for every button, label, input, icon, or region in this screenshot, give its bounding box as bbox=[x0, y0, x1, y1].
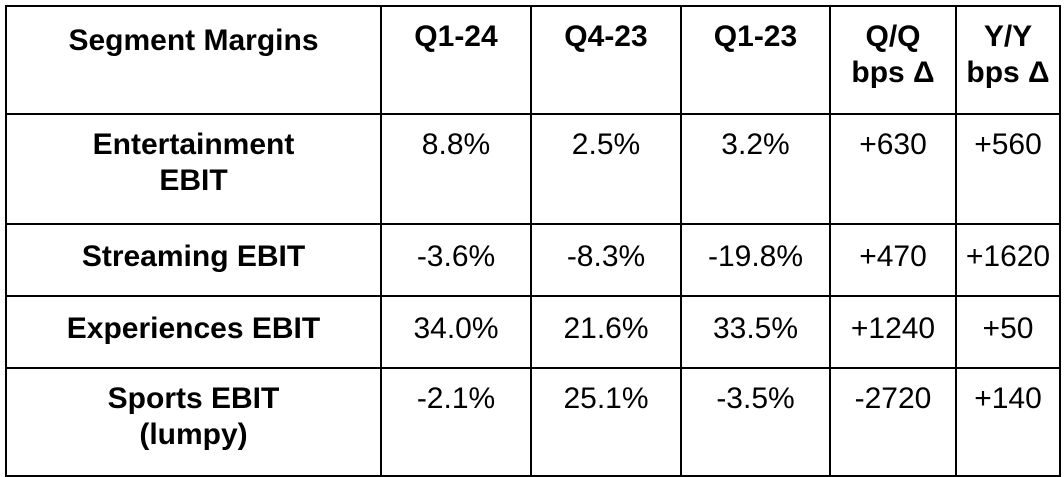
table-cell: -2720 bbox=[829, 367, 957, 477]
table-cell: +560 bbox=[955, 113, 1061, 225]
header-row: Segment Margins Q1-24 Q4-23 Q1-23 Q/Q bp… bbox=[5, 5, 1061, 115]
header-cell-q1-24: Q1-24 bbox=[380, 5, 532, 115]
table-row: Entertainment EBIT 8.8% 2.5% 3.2% +630 +… bbox=[5, 113, 1061, 225]
table-cell: 34.0% bbox=[380, 295, 532, 369]
segment-margins-table: Segment Margins Q1-24 Q4-23 Q1-23 Q/Q bp… bbox=[5, 5, 1061, 477]
table-cell: +1240 bbox=[829, 295, 957, 369]
header-cell-yy-bps: Y/Y bps Δ bbox=[955, 5, 1061, 115]
table-cell: 8.8% bbox=[380, 113, 532, 225]
table-row: Streaming EBIT -3.6% -8.3% -19.8% +470 +… bbox=[5, 223, 1061, 297]
table-cell: -19.8% bbox=[680, 223, 831, 297]
header-cell-segment: Segment Margins bbox=[5, 5, 382, 115]
row-label: Sports EBIT (lumpy) bbox=[5, 367, 382, 477]
row-label: Entertainment EBIT bbox=[5, 113, 382, 225]
table-cell: 2.5% bbox=[530, 113, 682, 225]
header-cell-q4-23: Q4-23 bbox=[530, 5, 682, 115]
table-cell: -8.3% bbox=[530, 223, 682, 297]
table-cell: +630 bbox=[829, 113, 957, 225]
row-label: Streaming EBIT bbox=[5, 223, 382, 297]
table-cell: +470 bbox=[829, 223, 957, 297]
table-cell: 21.6% bbox=[530, 295, 682, 369]
table-cell: -2.1% bbox=[380, 367, 532, 477]
table-cell: +50 bbox=[955, 295, 1061, 369]
table-cell: -3.6% bbox=[380, 223, 532, 297]
table-cell: 33.5% bbox=[680, 295, 831, 369]
table-cell: 3.2% bbox=[680, 113, 831, 225]
header-cell-q1-23: Q1-23 bbox=[680, 5, 831, 115]
table-row: Experiences EBIT 34.0% 21.6% 33.5% +1240… bbox=[5, 295, 1061, 369]
table-cell: +1620 bbox=[955, 223, 1061, 297]
table-cell: +140 bbox=[955, 367, 1061, 477]
row-label: Experiences EBIT bbox=[5, 295, 382, 369]
table-cell: 25.1% bbox=[530, 367, 682, 477]
table-row: Sports EBIT (lumpy) -2.1% 25.1% -3.5% -2… bbox=[5, 367, 1061, 477]
table-cell: -3.5% bbox=[680, 367, 831, 477]
header-cell-qq-bps: Q/Q bps Δ bbox=[829, 5, 957, 115]
